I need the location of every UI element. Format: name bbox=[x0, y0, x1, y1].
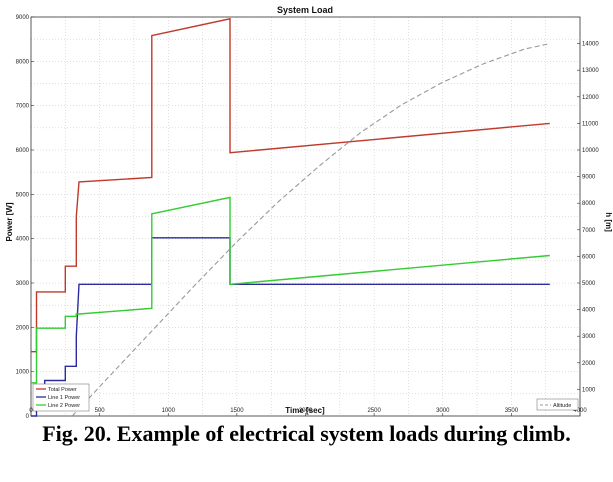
legend-label: Line 2 Power bbox=[48, 403, 80, 409]
y-tick-label: 8000 bbox=[16, 59, 30, 65]
axis-layer: 0 500 1000 1500 2000 2500 3000 3500 4000 0 1000 200… bbox=[16, 15, 600, 418]
y2-tick-label: 10000 bbox=[582, 148, 599, 154]
y2-tick-label: 8000 bbox=[582, 201, 596, 207]
y2-tick-label: 2000 bbox=[582, 361, 596, 367]
x-tick-label: 3500 bbox=[505, 408, 519, 414]
y2-axis-label: h [m] bbox=[604, 212, 613, 232]
x-tick-label: 0 bbox=[29, 408, 33, 414]
y-tick-label: 2000 bbox=[16, 325, 30, 331]
chart-title: System Load bbox=[277, 5, 333, 15]
x-tick-label: 4000 bbox=[573, 408, 587, 414]
series-line-total-power bbox=[31, 17, 550, 353]
y-tick-label: 3000 bbox=[16, 281, 30, 287]
figure-caption: Fig. 20. Example of electrical system lo… bbox=[42, 421, 571, 446]
y-tick-label: 0 bbox=[26, 414, 30, 418]
chart-svg: System Load 0 500 1000 1500 2000 2500 3000 3500… bbox=[0, 0, 613, 418]
y-tick-label: 7000 bbox=[16, 104, 30, 110]
y2-tick-label: 4000 bbox=[582, 308, 596, 314]
y-tick-label: 1000 bbox=[16, 370, 30, 376]
x-tick-label: 2000 bbox=[299, 408, 313, 414]
series-line-altitude bbox=[71, 43, 550, 417]
y2-tick-label: 6000 bbox=[582, 254, 596, 260]
legend-label: Total Power bbox=[48, 387, 77, 393]
y2-tick-label: 5000 bbox=[582, 281, 596, 287]
y-axis-label: Power [W] bbox=[5, 202, 14, 241]
x-tick-label: 2500 bbox=[367, 408, 381, 414]
series-line-line-2-power bbox=[31, 196, 550, 384]
y2-tick-label: 12000 bbox=[582, 95, 599, 101]
y2-tick-label: 13000 bbox=[582, 68, 599, 74]
legend-layer: Total Power Line 1 Power Line 2 Power Altit… bbox=[32, 383, 579, 412]
x-tick-label: 500 bbox=[95, 408, 106, 414]
y-tick-label: 6000 bbox=[16, 148, 30, 154]
y2-tick-label: 11000 bbox=[582, 121, 599, 127]
y2-tick-label: 1000 bbox=[582, 387, 596, 393]
x-tick-label: 3000 bbox=[436, 408, 450, 414]
y-tick-label: 4000 bbox=[16, 237, 30, 243]
legend-label: Altitude bbox=[553, 403, 571, 409]
legend-label: Line 1 Power bbox=[48, 395, 80, 401]
x-axis-label: Time [sec] bbox=[285, 406, 325, 415]
legend-box-right bbox=[536, 398, 579, 411]
x-tick-label: 1500 bbox=[230, 408, 244, 414]
y-tick-label: 5000 bbox=[16, 192, 30, 198]
chart-background bbox=[0, 0, 613, 418]
x-tick-label: 1000 bbox=[162, 408, 176, 414]
y2-tick-label: 3000 bbox=[582, 334, 596, 340]
system-load-chart: System Load 0 500 1000 1500 2000 2500 3000 3500… bbox=[0, 0, 613, 418]
y2-tick-label: 7000 bbox=[582, 228, 596, 234]
y2-tick-label: 9000 bbox=[582, 175, 596, 181]
y2-tick-label: 14000 bbox=[582, 42, 599, 48]
y-tick-label: 9000 bbox=[16, 15, 30, 21]
